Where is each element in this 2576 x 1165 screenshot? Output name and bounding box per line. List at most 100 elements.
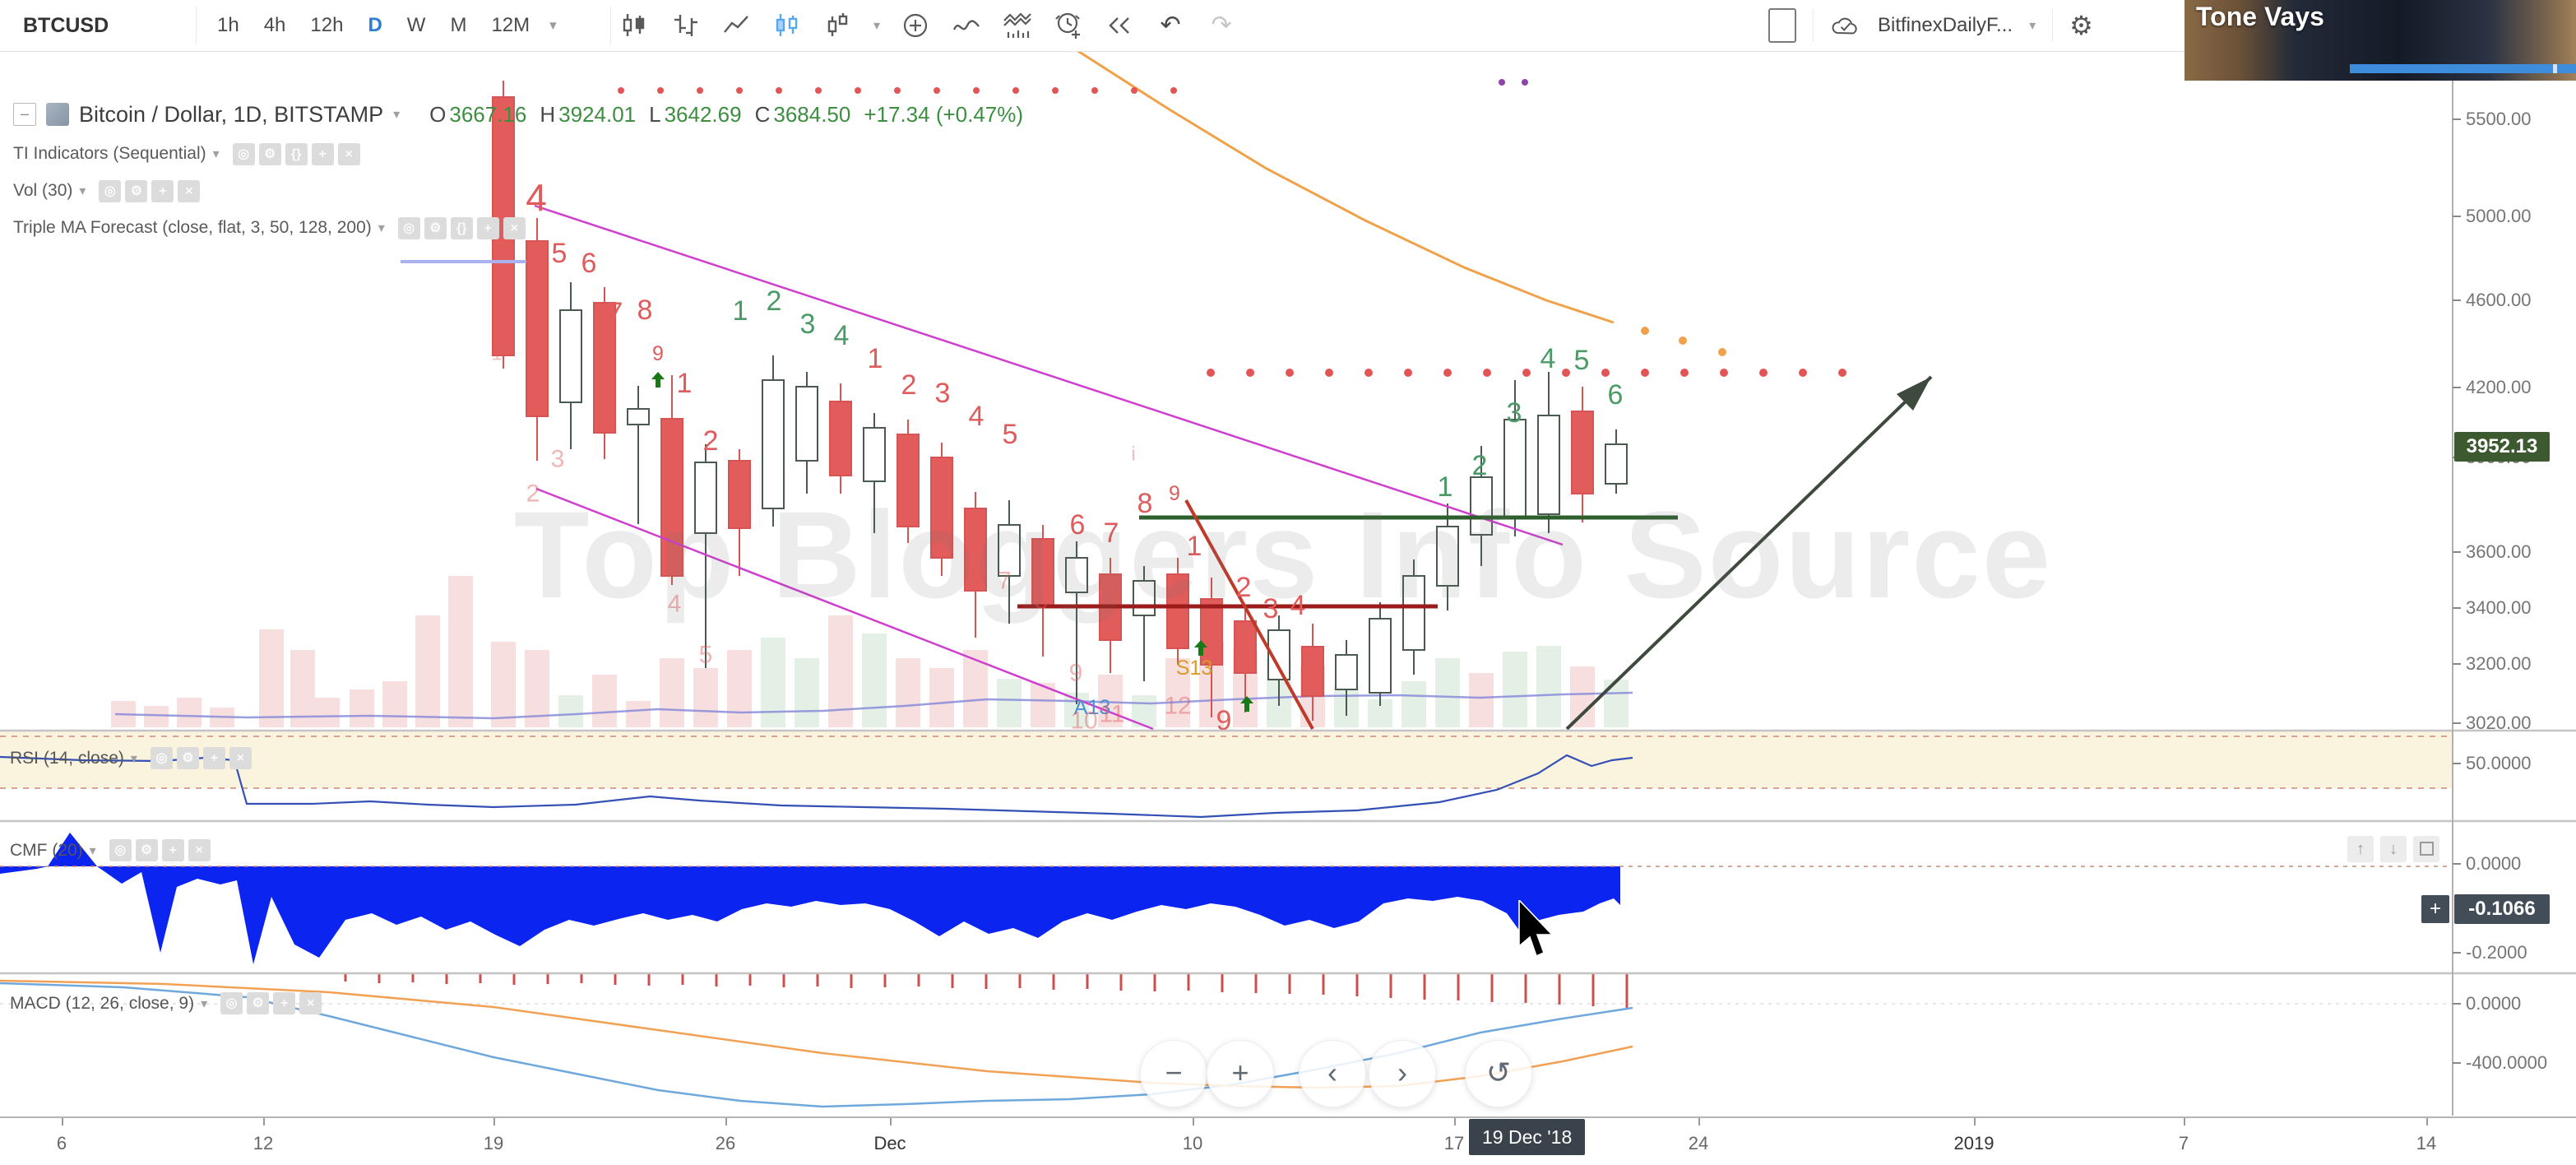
chevron-down-icon[interactable]: ▾ — [378, 221, 385, 235]
sequence-label: 5 — [699, 642, 713, 669]
timeframe-D[interactable]: D — [368, 14, 382, 36]
eye-icon[interactable]: ◎ — [109, 839, 132, 861]
red-dotted-level — [1838, 369, 1846, 377]
zoom-out-button[interactable]: − — [1140, 1040, 1207, 1107]
indicator-label[interactable]: Vol (30) — [13, 181, 73, 200]
pane-label[interactable]: CMF (20) — [10, 840, 83, 860]
indicator-label[interactable]: Triple MA Forecast (close, flat, 3, 50, … — [13, 218, 372, 237]
plus-icon[interactable]: + — [273, 992, 296, 1014]
code-icon[interactable]: {} — [450, 216, 473, 239]
crosshair-date-tooltip: 19 Dec '18 — [1469, 1119, 1586, 1155]
timeframe-1h[interactable]: 1h — [217, 14, 239, 36]
plus-icon[interactable]: + — [151, 179, 174, 202]
fullscreen-icon[interactable] — [1768, 8, 1796, 43]
ohlc-item: L 3642.69 — [649, 102, 741, 128]
add-alert-plus-button[interactable]: + — [2421, 895, 2449, 923]
time-axis-label: 24 — [1688, 1133, 1709, 1153]
eye-icon[interactable]: ◎ — [232, 142, 255, 165]
time-axis[interactable]: 6 12 19 26 Dec 10 17 24 2019 7 14 — [0, 1116, 2576, 1165]
gear-icon[interactable]: ⚙ — [424, 216, 447, 239]
close-icon[interactable]: × — [503, 216, 526, 239]
divider — [610, 7, 611, 44]
hollow-candles-icon-active[interactable] — [771, 10, 803, 41]
sequence-label: 3 — [800, 309, 816, 340]
eye-icon[interactable]: ◎ — [397, 216, 420, 239]
ohlc-value: 3642.69 — [664, 101, 742, 127]
pane-maximize-icon[interactable] — [2413, 836, 2439, 862]
chevron-down-icon[interactable]: ▾ — [89, 843, 96, 858]
chevron-down-icon[interactable]: ▾ — [130, 751, 137, 766]
symbol-label[interactable]: BTCUSD — [23, 14, 109, 37]
code-icon[interactable]: {} — [285, 142, 308, 165]
collapse-icon[interactable]: – — [13, 103, 36, 126]
pane-up-icon[interactable]: ↑ — [2347, 836, 2374, 862]
gear-icon[interactable]: ⚙ — [258, 142, 281, 165]
sequence-label: 12 — [1164, 693, 1191, 720]
time-tick — [1698, 1118, 1700, 1126]
channel-watermark: Top Bloggers Info Source — [513, 485, 2053, 624]
timeframe-4h[interactable]: 4h — [263, 14, 286, 36]
close-icon[interactable]: × — [229, 747, 252, 769]
sequence-label: 8 — [1035, 587, 1049, 615]
compare-add-icon[interactable] — [900, 10, 931, 41]
mouse-cursor — [1518, 900, 1554, 958]
price-axis-label: 0.0000 — [2466, 853, 2522, 874]
chevron-down-icon[interactable]: ▾ — [549, 17, 557, 33]
settings-gear-icon[interactable]: ⚙ — [2069, 11, 2093, 40]
eye-icon[interactable]: ◎ — [99, 179, 122, 202]
close-icon[interactable]: × — [188, 839, 211, 861]
plus-icon[interactable]: + — [311, 142, 334, 165]
chevron-down-icon[interactable]: ▾ — [2029, 19, 2036, 33]
cloud-saved-icon[interactable] — [1830, 10, 1861, 41]
chevron-down-icon[interactable]: ▾ — [201, 996, 208, 1011]
scroll-right-button[interactable]: › — [1369, 1040, 1436, 1107]
line-chart-icon[interactable] — [720, 10, 752, 41]
layout-name[interactable]: BitfinexDailyF... — [1878, 14, 2013, 36]
chevron-down-icon[interactable]: ▾ — [212, 147, 220, 161]
chevron-down-icon[interactable]: ▾ — [79, 184, 86, 198]
candlestick-chart-icon[interactable] — [619, 10, 650, 41]
timeframe-12M[interactable]: 12M — [491, 14, 530, 36]
reset-chart-button[interactable]: ↺ — [1465, 1040, 1532, 1107]
pane-label[interactable]: RSI (14, close) — [10, 748, 124, 768]
timeframe-M[interactable]: M — [450, 14, 467, 36]
plus-icon[interactable]: + — [161, 839, 184, 861]
plus-icon[interactable]: + — [202, 747, 225, 769]
rewind-icon[interactable] — [1104, 10, 1135, 41]
sequence-label: 4 — [526, 176, 547, 219]
bar-chart-icon[interactable] — [669, 10, 701, 41]
red-dotted-level — [855, 87, 861, 94]
gear-icon[interactable]: ⚙ — [135, 839, 158, 861]
scroll-left-button[interactable]: ‹ — [1299, 1040, 1366, 1107]
gear-icon[interactable]: ⚙ — [176, 747, 199, 769]
zoom-in-button[interactable]: + — [1207, 1040, 1274, 1107]
time-tick — [62, 1118, 63, 1126]
close-icon[interactable]: × — [337, 142, 360, 165]
chevron-down-icon[interactable]: ▾ — [873, 19, 881, 33]
timeframe-row: 1h 4h 12h D W M 12M ▾ — [207, 0, 562, 51]
symbol-title[interactable]: Bitcoin / Dollar, 1D, BITSTAMP — [79, 101, 384, 127]
indicator-templates-icon[interactable] — [1002, 10, 1033, 41]
timeframe-W[interactable]: W — [406, 14, 426, 36]
pane-label[interactable]: MACD (12, 26, close, 9) — [10, 993, 195, 1013]
gear-icon[interactable]: ⚙ — [125, 179, 148, 202]
close-icon[interactable]: × — [178, 179, 201, 202]
ohlc-item: H 3924.01 — [540, 102, 636, 128]
indicators-icon[interactable] — [951, 10, 982, 41]
eye-icon[interactable]: ◎ — [150, 747, 173, 769]
eye-icon[interactable]: ◎ — [220, 992, 243, 1014]
undo-icon[interactable]: ↶ — [1160, 12, 1181, 39]
chevron-down-icon[interactable]: ▾ — [393, 108, 401, 122]
indicator-label[interactable]: TI Indicators (Sequential) — [13, 144, 206, 163]
gear-icon[interactable]: ⚙ — [247, 992, 270, 1014]
alert-icon[interactable] — [1053, 10, 1084, 41]
plus-icon[interactable]: + — [476, 216, 499, 239]
sequence-label: 8 — [1137, 488, 1153, 519]
close-icon[interactable]: × — [299, 992, 322, 1014]
candle-style-icon[interactable] — [822, 10, 854, 41]
redo-icon[interactable]: ↷ — [1211, 12, 1232, 39]
timeframe-12h[interactable]: 12h — [310, 14, 344, 36]
pane-down-icon[interactable]: ↓ — [2380, 836, 2407, 862]
red-dotted-level — [1680, 369, 1689, 377]
